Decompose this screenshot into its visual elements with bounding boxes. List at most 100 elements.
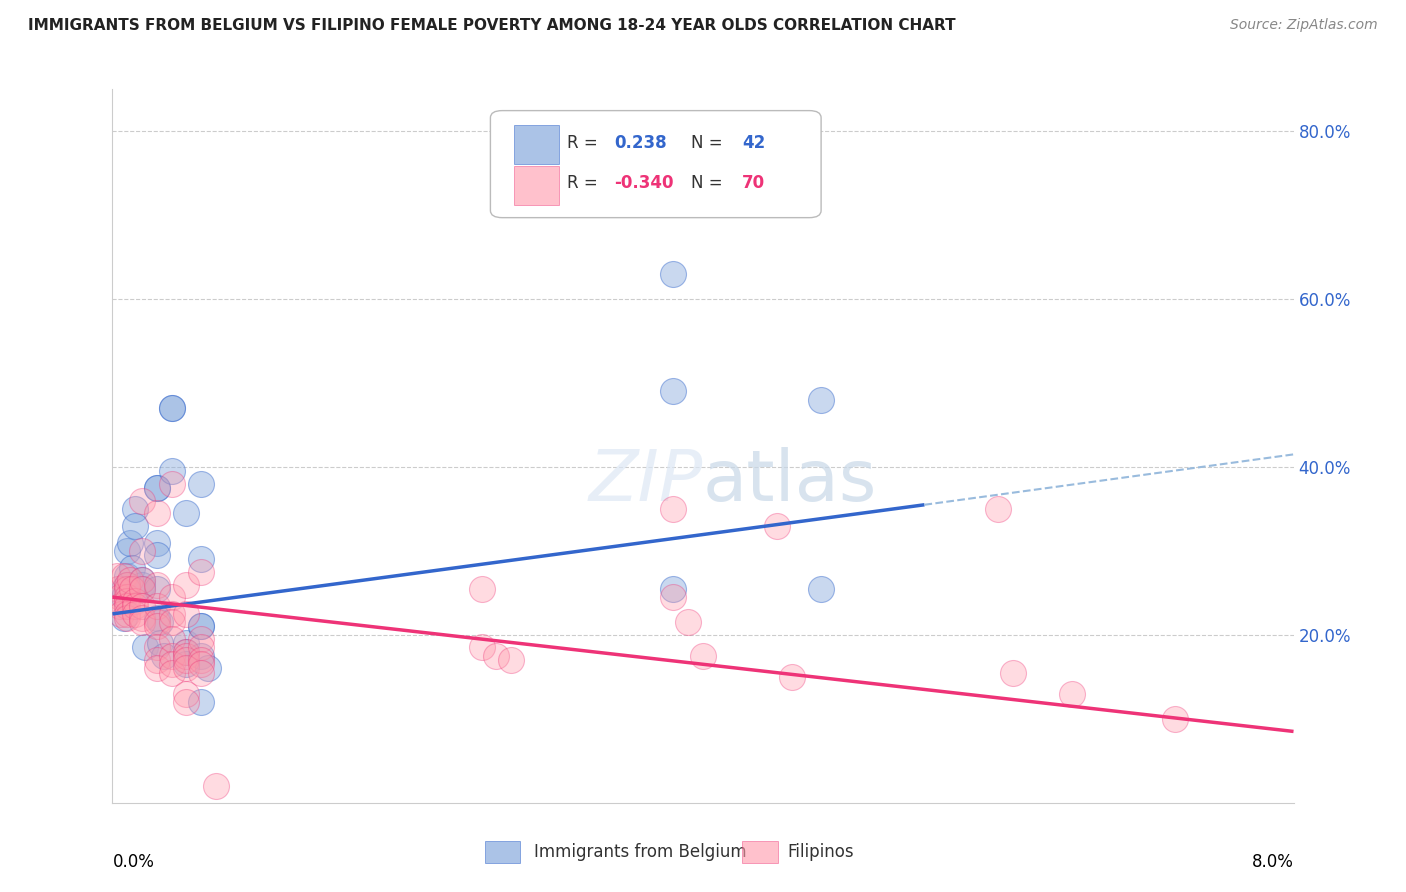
Point [160, 632, 183, 646]
Point [131, 615, 153, 630]
Point [190, 565, 212, 579]
Point [810, 582, 832, 596]
Point [124, 607, 146, 621]
Point [120, 574, 142, 588]
Point [190, 476, 212, 491]
Point [146, 582, 169, 596]
Point [117, 611, 138, 625]
Point [190, 632, 212, 646]
Point [146, 481, 169, 495]
Point [124, 594, 146, 608]
Point [146, 653, 169, 667]
Point [146, 611, 169, 625]
Point [692, 648, 714, 663]
Point [174, 645, 197, 659]
Point [174, 577, 197, 591]
Point [146, 640, 169, 655]
Point [810, 392, 832, 407]
Text: 70: 70 [742, 175, 765, 193]
Point [131, 599, 153, 613]
Point [160, 590, 183, 604]
Text: atlas: atlas [703, 447, 877, 516]
Point [131, 574, 153, 588]
Point [146, 661, 169, 675]
Point [107, 582, 129, 596]
Point [117, 594, 138, 608]
Point [780, 670, 803, 684]
Point [108, 599, 131, 613]
Point [190, 619, 212, 633]
Point [117, 607, 138, 621]
Point [131, 582, 153, 596]
Point [121, 560, 143, 574]
Point [146, 481, 169, 495]
Point [160, 607, 183, 621]
Text: R =: R = [567, 134, 603, 152]
Text: Filipinos: Filipinos [787, 843, 853, 861]
Point [112, 590, 135, 604]
Point [662, 384, 685, 399]
Point [174, 645, 197, 659]
Text: Immigrants from Belgium: Immigrants from Belgium [534, 843, 747, 861]
Point [160, 476, 183, 491]
Point [662, 590, 685, 604]
Point [190, 552, 212, 566]
Point [471, 582, 494, 596]
Point [174, 661, 197, 675]
Point [501, 653, 523, 667]
Point [190, 657, 212, 672]
Point [108, 590, 131, 604]
Point [117, 590, 138, 604]
Point [662, 502, 685, 516]
Point [160, 615, 183, 630]
Point [174, 653, 197, 667]
Point [124, 518, 146, 533]
Point [160, 401, 183, 416]
Point [146, 615, 169, 630]
Point [124, 599, 146, 613]
Point [174, 648, 197, 663]
Point [1001, 665, 1024, 680]
FancyBboxPatch shape [491, 111, 821, 218]
Point [662, 582, 685, 596]
Point [117, 582, 138, 596]
Point [160, 464, 183, 478]
Text: 8.0%: 8.0% [1251, 853, 1294, 871]
Point [131, 582, 153, 596]
Point [190, 653, 212, 667]
Point [174, 687, 197, 701]
Point [131, 544, 153, 558]
Point [117, 577, 138, 591]
FancyBboxPatch shape [515, 125, 560, 164]
Point [485, 648, 508, 663]
Point [117, 577, 138, 591]
Point [112, 569, 135, 583]
Point [105, 569, 128, 583]
Point [174, 607, 197, 621]
Point [112, 611, 135, 625]
Point [120, 535, 142, 549]
Point [117, 569, 138, 583]
Point [174, 657, 197, 672]
Point [146, 619, 169, 633]
Point [146, 506, 169, 520]
Text: -0.340: -0.340 [614, 175, 673, 193]
Point [987, 502, 1010, 516]
Text: Source: ZipAtlas.com: Source: ZipAtlas.com [1230, 18, 1378, 32]
Point [153, 648, 176, 663]
Point [174, 636, 197, 650]
Point [117, 544, 138, 558]
Point [134, 640, 156, 655]
Point [1062, 687, 1084, 701]
Point [146, 535, 169, 549]
Text: 42: 42 [742, 134, 765, 152]
Point [146, 599, 169, 613]
Point [765, 518, 787, 533]
Point [149, 636, 172, 650]
Point [131, 574, 153, 588]
Text: IMMIGRANTS FROM BELGIUM VS FILIPINO FEMALE POVERTY AMONG 18-24 YEAR OLDS CORRELA: IMMIGRANTS FROM BELGIUM VS FILIPINO FEMA… [28, 18, 956, 33]
Point [190, 695, 212, 709]
Point [471, 640, 494, 655]
Point [110, 607, 132, 621]
FancyBboxPatch shape [515, 166, 560, 205]
